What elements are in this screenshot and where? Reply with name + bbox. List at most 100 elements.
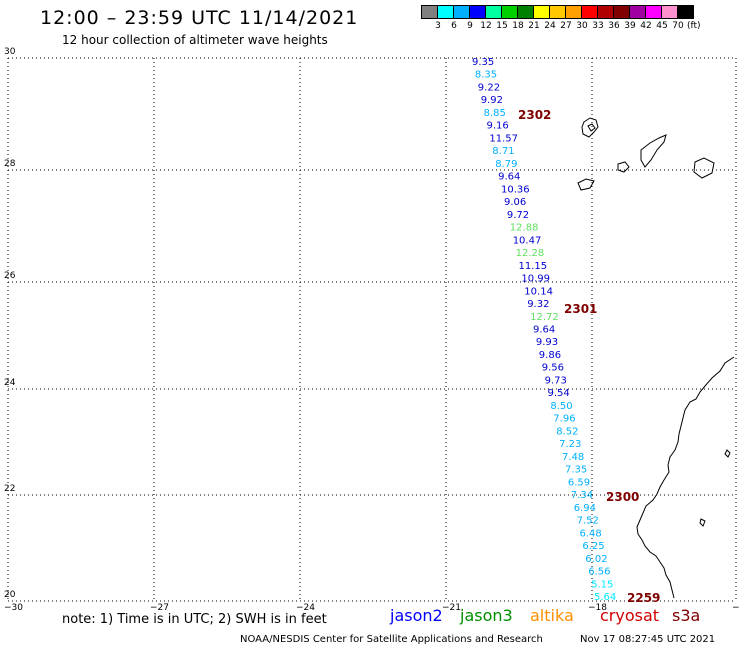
color-scale-label: 33 bbox=[592, 21, 604, 31]
wave-height-label: 9.54 bbox=[548, 388, 570, 399]
longitude-label: −27 bbox=[150, 603, 169, 613]
wave-height-label: 9.93 bbox=[536, 337, 558, 348]
lat-lon-grid bbox=[7, 57, 737, 602]
islet-2 bbox=[699, 518, 706, 527]
canary-island-west-1 bbox=[581, 117, 599, 138]
longitude-label: −30 bbox=[4, 603, 23, 613]
legend-cryosat: cryosat bbox=[600, 606, 660, 625]
wave-height-label: 9.72 bbox=[507, 210, 529, 221]
map-title: 12:00 – 23:59 UTC 11/14/2021 bbox=[40, 7, 359, 29]
pass-time-label: 2301 bbox=[564, 302, 597, 316]
latitude-label: 30 bbox=[4, 47, 16, 57]
color-scale-swatches bbox=[421, 5, 694, 19]
color-scale-label: 6 bbox=[451, 21, 457, 31]
wave-height-label: 9.73 bbox=[545, 376, 567, 387]
wave-height-label: 6.59 bbox=[568, 477, 590, 488]
pass-time-label: 2302 bbox=[518, 108, 551, 122]
wave-height-label: 9.56 bbox=[542, 363, 564, 374]
color-scale-label: 30 bbox=[576, 21, 588, 31]
wave-height-label: 12.28 bbox=[516, 248, 545, 259]
legend-altika: altika bbox=[530, 606, 574, 625]
wave-height-label: 9.86 bbox=[539, 350, 561, 361]
latitude-label: 26 bbox=[4, 271, 16, 281]
color-scale-label: 15 bbox=[496, 21, 508, 31]
wave-height-label: 10.14 bbox=[524, 286, 553, 297]
color-scale-label: 18 bbox=[512, 21, 524, 31]
wave-height-label: 9.22 bbox=[478, 83, 500, 94]
wave-height-label: 10.36 bbox=[501, 184, 530, 195]
wave-height-label: 6.02 bbox=[585, 554, 607, 565]
pass-time-label: 2259 bbox=[627, 591, 660, 605]
longitude-label: −18 bbox=[588, 603, 607, 613]
wave-height-label: 10.99 bbox=[521, 274, 550, 285]
legend-s3a: s3a bbox=[672, 606, 701, 625]
wave-height-label: 9.64 bbox=[498, 172, 520, 183]
canary-island-gran-canaria bbox=[693, 157, 715, 179]
wave-height-label: 11.57 bbox=[489, 133, 518, 144]
wave-height-label: 9.16 bbox=[487, 121, 509, 132]
wave-height-label: 9.06 bbox=[504, 197, 526, 208]
wave-height-label: 7.48 bbox=[562, 452, 584, 463]
latitude-label: 22 bbox=[4, 484, 16, 494]
canary-island-tenerife bbox=[640, 134, 667, 168]
wave-height-label: 9.92 bbox=[481, 95, 503, 106]
wave-height-label: 7.34 bbox=[571, 490, 593, 501]
latitude-label: 24 bbox=[4, 378, 16, 388]
wave-height-label: 8.85 bbox=[484, 108, 506, 119]
wave-height-label: 7.52 bbox=[577, 516, 599, 527]
wave-height-label: 5.64 bbox=[594, 592, 616, 603]
wave-height-label: 12.88 bbox=[510, 223, 539, 234]
wave-height-label: 8.50 bbox=[550, 401, 572, 412]
color-scale-labels: 3 6 9 12 15 18 21 24 27 30 33 36 39 42 45 70 (ft) bbox=[421, 19, 700, 33]
color-scale-label: 70 bbox=[672, 21, 684, 31]
color-scale-label: 27 bbox=[560, 21, 572, 31]
wave-height-label: 6.25 bbox=[582, 541, 604, 552]
latitude-label: 28 bbox=[4, 159, 16, 169]
wave-height-label: 6.94 bbox=[574, 503, 596, 514]
african-coast bbox=[636, 356, 735, 599]
wave-height-label: 11.15 bbox=[519, 261, 548, 272]
wave-height-label: 6.48 bbox=[580, 528, 602, 539]
latitude-label: 20 bbox=[4, 590, 16, 600]
legend-jason3: jason3 bbox=[460, 606, 513, 625]
longitude-label: −15 bbox=[732, 603, 740, 613]
wave-height-label: 8.35 bbox=[475, 70, 497, 81]
wave-height-label: 7.23 bbox=[559, 439, 581, 450]
wave-height-label: 9.32 bbox=[527, 299, 549, 310]
credit-line: NOAA/NESDIS Center for Satellite Applica… bbox=[240, 634, 543, 645]
canary-island-west-2 bbox=[587, 123, 596, 132]
canary-island-small bbox=[577, 178, 595, 191]
footer-note: note: 1) Time is in UTC; 2) SWH is in fe… bbox=[62, 612, 327, 627]
color-scale: 3 6 9 12 15 18 21 24 27 30 33 36 39 42 45 70 (ft) bbox=[421, 5, 701, 33]
wave-height-label: 8.71 bbox=[492, 146, 514, 157]
wave-height-label: 7.96 bbox=[553, 414, 575, 425]
legend-jason2: jason2 bbox=[390, 606, 443, 625]
color-swatch bbox=[677, 5, 694, 19]
pass-time-labels: 2302 2301 2300 2259 bbox=[518, 108, 660, 605]
map-subtitle: 12 hour collection of altimeter wave hei… bbox=[62, 33, 328, 47]
wave-height-label: 9.64 bbox=[533, 325, 555, 336]
islet-1 bbox=[724, 449, 731, 458]
coastline bbox=[577, 117, 735, 599]
wave-height-label: 8.79 bbox=[495, 159, 517, 170]
canary-island-gomera bbox=[617, 161, 630, 173]
wave-height-label: 9.35 bbox=[472, 57, 494, 68]
color-scale-label: 36 bbox=[608, 21, 620, 31]
wave-height-label: 6.56 bbox=[588, 567, 610, 578]
wave-height-label: 10.47 bbox=[513, 235, 542, 246]
wave-height-label: 8.52 bbox=[556, 426, 578, 437]
color-scale-unit: (ft) bbox=[687, 21, 701, 31]
wave-height-label: 7.35 bbox=[565, 465, 587, 476]
color-scale-label: 3 bbox=[435, 21, 441, 31]
color-scale-label: 9 bbox=[467, 21, 473, 31]
color-scale-label: 42 bbox=[640, 21, 652, 31]
longitude-label: −21 bbox=[442, 603, 461, 613]
longitude-label: −24 bbox=[296, 603, 315, 613]
wave-height-label: 5.15 bbox=[591, 579, 613, 590]
generated-timestamp: Nov 17 08:27:45 UTC 2021 bbox=[580, 634, 716, 645]
color-scale-label: 39 bbox=[624, 21, 636, 31]
color-scale-label: 24 bbox=[544, 21, 556, 31]
pass-time-label: 2300 bbox=[606, 490, 639, 504]
